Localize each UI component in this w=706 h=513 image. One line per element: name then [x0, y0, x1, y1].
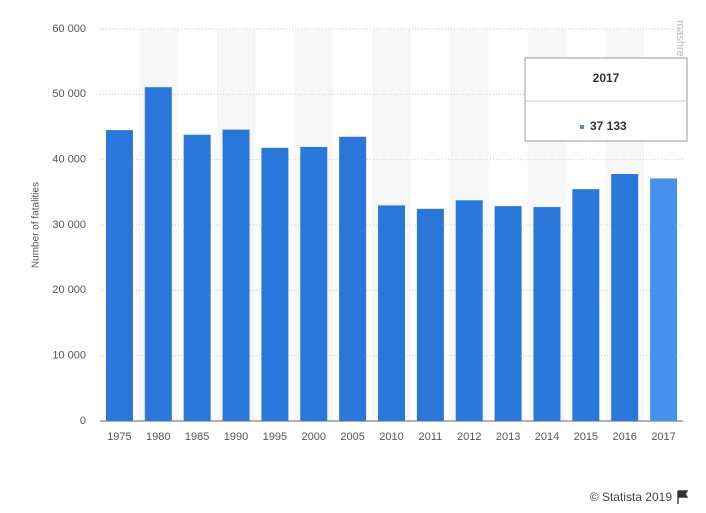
- y-tick-label: 40 000: [52, 154, 86, 166]
- x-tick-label: 2011: [419, 431, 443, 443]
- bar: [572, 189, 600, 421]
- x-tick-label: 1990: [224, 431, 248, 443]
- x-tick-label: 1980: [146, 431, 170, 443]
- tooltip-value: 37 133: [590, 119, 627, 133]
- x-tick-label: 2014: [535, 431, 559, 443]
- bar: [611, 174, 639, 421]
- y-tick-label: 60 000: [52, 23, 86, 35]
- x-tick-label: 2005: [340, 431, 364, 443]
- x-tick-label: 2013: [496, 431, 520, 443]
- bar: [378, 205, 405, 421]
- y-tick-label: 50 000: [52, 88, 86, 100]
- bar: [105, 130, 133, 421]
- bar: [339, 136, 367, 421]
- bar: [261, 147, 289, 421]
- x-tick-label: 2017: [651, 431, 675, 443]
- x-tick-label: 2015: [574, 431, 598, 443]
- credit: © Statista 2019: [590, 490, 673, 504]
- y-tick-label: 10 000: [52, 350, 86, 362]
- x-tick-label: 1995: [263, 431, 287, 443]
- flag-icon: [677, 490, 689, 504]
- x-tick-label: 2000: [302, 431, 326, 443]
- x-tick-label: 2016: [612, 431, 636, 443]
- x-tick-label: 1985: [185, 431, 209, 443]
- bar: [222, 129, 250, 421]
- tooltip-box: [524, 57, 688, 142]
- tooltip-bullet: [580, 125, 584, 129]
- bar: [494, 206, 522, 421]
- x-tick-label: 1975: [107, 431, 131, 443]
- bar: [300, 146, 328, 421]
- bar: [650, 178, 678, 421]
- bar: [183, 134, 211, 421]
- y-tick-label: 30 000: [52, 219, 86, 231]
- bar: [455, 200, 483, 421]
- x-tick-label: 2010: [379, 431, 403, 443]
- y-axis-label: Number of fatalities: [31, 182, 42, 268]
- bar: [533, 207, 561, 421]
- y-tick-label: 20 000: [52, 284, 86, 296]
- bar: [416, 208, 444, 421]
- y-tick-label: 0: [80, 415, 86, 427]
- tooltip-title: 2017: [593, 71, 620, 85]
- tooltip: 2017 37 133: [524, 57, 688, 142]
- bar: [144, 87, 172, 421]
- x-tick-label: 2012: [457, 431, 481, 443]
